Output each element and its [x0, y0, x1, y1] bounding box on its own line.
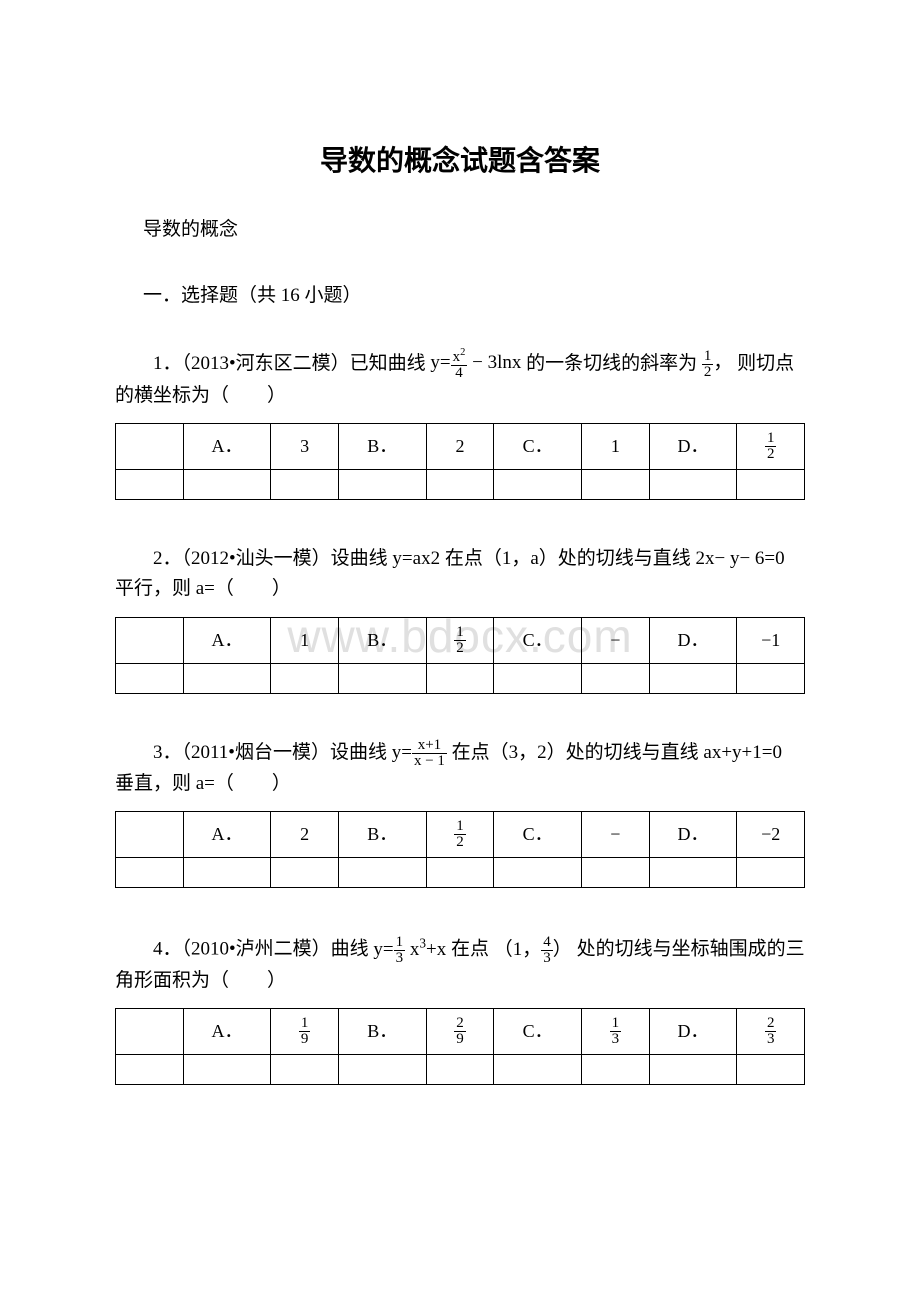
table-cell — [338, 1055, 426, 1085]
q1-mid: 的一条切线的斜率为 — [526, 352, 697, 373]
option-label-B: B． — [338, 1009, 426, 1055]
option-label-B: B． — [338, 617, 426, 663]
table-cell — [494, 469, 582, 499]
table-cell — [737, 469, 805, 499]
option-value-A: 3 — [271, 423, 339, 469]
table-cell — [183, 858, 271, 888]
option-label-C: C． — [494, 423, 582, 469]
table-cell — [116, 423, 184, 469]
option-value-D: 23 — [737, 1009, 805, 1055]
table-cell — [271, 1055, 339, 1085]
table-cell — [183, 663, 271, 693]
option-value-D: −2 — [737, 812, 805, 858]
table-cell — [582, 858, 650, 888]
table-cell — [116, 617, 184, 663]
option-label-C: C． — [494, 1009, 582, 1055]
q1-options-table: A． 3 B． 2 C． 1 D． 12 — [115, 423, 805, 500]
option-label-D: D． — [649, 1009, 737, 1055]
option-label-C: C． — [494, 617, 582, 663]
question-2: 2．（2012•汕头一模）设曲线 y=ax2 在点（1，a）处的切线与直线 2x… — [115, 544, 805, 605]
table-cell — [426, 663, 494, 693]
table-cell — [649, 858, 737, 888]
option-value-C: 1 — [582, 423, 650, 469]
q3-options-table: A． 2 B． 12 C． − D． −2 — [115, 811, 805, 888]
table-cell — [116, 469, 184, 499]
page-title: 导数的概念试题含答案 — [115, 140, 805, 185]
option-label-D: D． — [649, 617, 737, 663]
option-value-D: 12 — [737, 423, 805, 469]
option-label-B: B． — [338, 423, 426, 469]
document-page: 导数的概念试题含答案 导数的概念 一．选择题（共 16 小题） 1．（2013•… — [0, 0, 920, 1189]
option-value-D: −1 — [737, 617, 805, 663]
option-value-A: 1 — [271, 617, 339, 663]
table-cell — [116, 663, 184, 693]
q4-mid: 在点 — [451, 939, 489, 960]
table-cell — [271, 469, 339, 499]
table-cell — [183, 1055, 271, 1085]
table-cell — [338, 469, 426, 499]
q1-prefix: 1．（2013•河东区二模）已知曲线 — [153, 352, 426, 373]
table-cell — [649, 469, 737, 499]
table-cell — [426, 858, 494, 888]
q2-prefix: 2．（2012•汕头一模）设曲线 y=ax2 在点（1，a）处的切线与直线 2x… — [115, 548, 785, 599]
table-cell — [338, 663, 426, 693]
option-label-B: B． — [338, 812, 426, 858]
table-cell — [271, 858, 339, 888]
option-value-A: 2 — [271, 812, 339, 858]
q1-formula: y=x24 − 3lnx — [430, 352, 521, 373]
q4-formula: y=13 x3+x — [373, 939, 446, 960]
table-cell — [494, 1055, 582, 1085]
option-label-D: D． — [649, 812, 737, 858]
q3-prefix: 3．（2011•烟台一模）设曲线 — [153, 742, 387, 763]
subtitle: 导数的概念 — [115, 215, 805, 245]
table-cell — [426, 469, 494, 499]
option-label-C: C． — [494, 812, 582, 858]
option-value-A: 19 — [271, 1009, 339, 1055]
q2-options-table: A． 1 B． 12 C． − D． −1 — [115, 617, 805, 694]
option-value-C: 13 — [582, 1009, 650, 1055]
table-cell — [271, 663, 339, 693]
option-value-B: 2 — [426, 423, 494, 469]
question-4: 4．（2010•泸州二模）曲线 y=13 x3+x 在点 （1，43） 处的切线… — [115, 932, 805, 996]
option-label-A: A． — [183, 617, 271, 663]
table-cell — [649, 663, 737, 693]
option-value-C: − — [582, 812, 650, 858]
table-cell — [426, 1055, 494, 1085]
table-cell — [737, 663, 805, 693]
option-label-A: A． — [183, 1009, 271, 1055]
q4-options-table: A． 19 B． 29 C． 13 D． 23 — [115, 1008, 805, 1085]
option-value-B: 12 — [426, 617, 494, 663]
section-heading: 一．选择题（共 16 小题） — [115, 281, 805, 311]
table-cell — [582, 469, 650, 499]
option-label-D: D． — [649, 423, 737, 469]
table-cell — [338, 858, 426, 888]
table-cell — [116, 1009, 184, 1055]
option-value-C: − — [582, 617, 650, 663]
option-label-A: A． — [183, 423, 271, 469]
question-1: 1．（2013•河东区二模）已知曲线 y=x24 − 3lnx 的一条切线的斜率… — [115, 348, 805, 411]
question-3: 3．（2011•烟台一模）设曲线 y=x+1x − 1 在点（3，2）处的切线与… — [115, 738, 805, 800]
option-value-B: 12 — [426, 812, 494, 858]
table-cell — [183, 469, 271, 499]
table-cell — [494, 663, 582, 693]
table-cell — [494, 858, 582, 888]
table-cell — [737, 858, 805, 888]
table-cell — [649, 1055, 737, 1085]
option-label-A: A． — [183, 812, 271, 858]
q1-midfrac: 12， — [702, 352, 733, 373]
q4-prefix: 4．（2010•泸州二模）曲线 — [153, 939, 369, 960]
q3-formula: y=x+1x − 1 — [392, 742, 447, 763]
q4-midfrac: （1，43） — [494, 939, 572, 960]
table-cell — [116, 1055, 184, 1085]
table-cell — [116, 858, 184, 888]
table-cell — [582, 663, 650, 693]
table-cell — [737, 1055, 805, 1085]
option-value-B: 29 — [426, 1009, 494, 1055]
table-cell — [116, 812, 184, 858]
table-cell — [582, 1055, 650, 1085]
